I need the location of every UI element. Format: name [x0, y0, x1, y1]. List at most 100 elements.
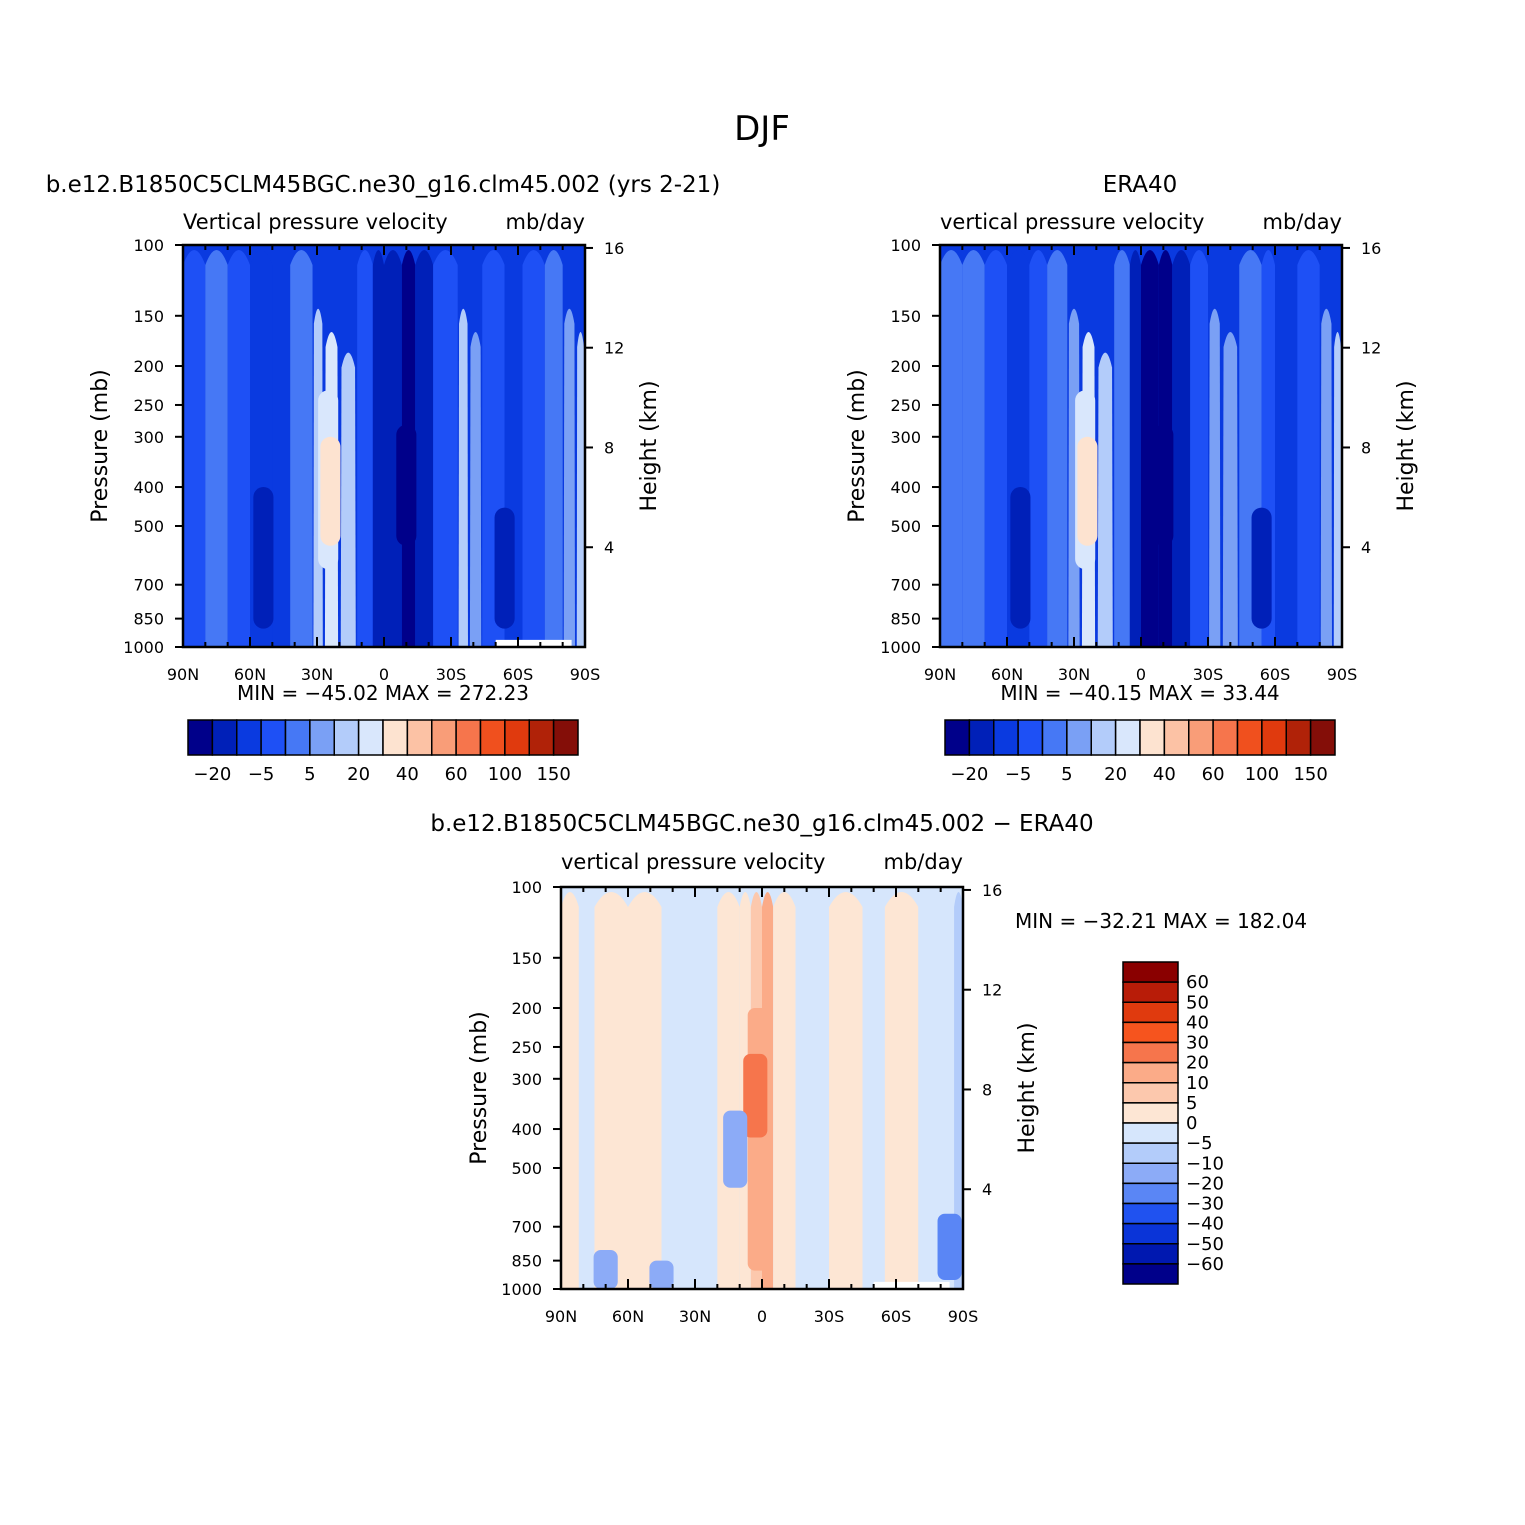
- contour-band: [1209, 308, 1221, 647]
- colorbar-swatch: [1309, 719, 1336, 756]
- missing-data-patch: [873, 1281, 950, 1289]
- colorbar-swatch: [1163, 719, 1190, 756]
- colorbar-label: −40: [1186, 1214, 1224, 1235]
- colorbar-label: −5: [1005, 764, 1032, 785]
- colorbar-swatch: [1066, 719, 1092, 756]
- contour-core: [1251, 507, 1272, 629]
- colorbar-swatch: [284, 719, 311, 756]
- y-tick-label: 1000: [123, 638, 164, 657]
- x-tick-label: 0: [1136, 665, 1146, 684]
- y-tick-label: 250: [133, 396, 164, 415]
- colorbar-swatch: [1236, 719, 1263, 756]
- y-tick-label: 700: [133, 576, 164, 595]
- contour-band: [458, 308, 468, 647]
- panel-difference: b.e12.B1850C5CLM45BGC.ne30_g16.clm45.002…: [430, 811, 1307, 1326]
- colorbar-label: 40: [396, 764, 419, 785]
- colorbar-swatch: [1122, 1001, 1179, 1024]
- contour-field: [940, 245, 1342, 647]
- figure-title: DJF: [734, 109, 790, 149]
- contour-core: [649, 1260, 674, 1289]
- x-tick-label: 90S: [570, 665, 601, 684]
- contour-field: [561, 887, 963, 1289]
- colorbar-label: −20: [1186, 1173, 1224, 1194]
- colorbar-swatch: [260, 719, 287, 756]
- contour-band: [1320, 308, 1332, 647]
- y-tick-label: 150: [133, 307, 164, 326]
- contour-band: [795, 892, 829, 1289]
- x-tick-label: 30S: [1193, 665, 1224, 684]
- y-tick-label: 400: [511, 1120, 542, 1139]
- contour-band: [340, 352, 356, 647]
- colorbar-label: 100: [1245, 764, 1279, 785]
- y-tick-label: 200: [133, 357, 164, 376]
- colorbar-label: 60: [445, 764, 468, 785]
- colorbar: −20 −5 5 20 40 60 100 150: [944, 719, 1336, 785]
- y-tick-label: 400: [890, 478, 921, 497]
- contour-band: [290, 250, 313, 647]
- colorbar-swatch: [1122, 1243, 1179, 1265]
- colorbar-label: 5: [1061, 764, 1072, 785]
- contour-core: [1153, 424, 1174, 546]
- x-tick-label: 30S: [436, 665, 467, 684]
- contour-band: [522, 250, 545, 647]
- contour-core: [937, 1213, 962, 1281]
- contour-band: [1129, 250, 1141, 647]
- colorbar-swatch: [1122, 1263, 1179, 1285]
- y-tick-label: 300: [133, 428, 164, 447]
- colorbar-swatch: [528, 719, 555, 756]
- contour-core: [494, 507, 515, 629]
- y-tick-label: 400: [133, 478, 164, 497]
- colorbar-swatch: [1122, 981, 1179, 1003]
- x-tick-label: 30N: [301, 665, 333, 684]
- y-tick-label: 100: [133, 236, 164, 255]
- y-tick-label: 100: [890, 236, 921, 255]
- y-tick-label: 200: [890, 357, 921, 376]
- colorbar-label: 10: [1186, 1073, 1209, 1094]
- colorbar-swatch: [1017, 719, 1044, 756]
- colorbar-label: −10: [1186, 1153, 1224, 1174]
- colorbar-swatch: [1122, 1222, 1179, 1245]
- y-tick-label: 250: [511, 1038, 542, 1057]
- y-right-tick-label: 8: [1361, 438, 1371, 457]
- y-tick-label: 500: [133, 517, 164, 536]
- contour-band: [773, 892, 796, 1289]
- colorbar-label: 20: [347, 764, 370, 785]
- contour-core: [320, 436, 341, 546]
- x-tick-label: 60S: [1260, 665, 1291, 684]
- contour-band: [1190, 250, 1208, 647]
- colorbar-label: 50: [1186, 992, 1209, 1013]
- y-right-tick-label: 16: [982, 881, 1002, 900]
- colorbar-label: 20: [1186, 1053, 1209, 1074]
- colorbar-swatch: [382, 719, 409, 756]
- contour-band: [1275, 250, 1298, 647]
- colorbar-swatch: [1122, 1202, 1179, 1225]
- y-right-tick-label: 4: [982, 1180, 992, 1199]
- y-right-tick-label: 4: [1361, 538, 1371, 557]
- colorbar-swatch: [1285, 719, 1312, 756]
- y-axis-right-label: Height (km): [1394, 380, 1419, 511]
- y-right-tick-label: 16: [1361, 239, 1381, 258]
- colorbar-swatch: [1122, 1021, 1179, 1044]
- colorbar-swatch: [309, 719, 335, 756]
- contour-core: [593, 1250, 618, 1289]
- colorbar-swatch: [406, 719, 433, 756]
- colorbar-swatch: [1212, 719, 1239, 756]
- panel-model: b.e12.B1850C5CLM45BGC.ne30_g16.clm45.002…: [46, 172, 721, 785]
- contour-band: [862, 892, 885, 1289]
- colorbar-swatch: [236, 719, 262, 756]
- x-tick-label: 60N: [612, 1307, 644, 1326]
- contour-band: [1333, 332, 1342, 647]
- y-tick-label: 850: [133, 610, 164, 629]
- contour-band: [1029, 250, 1048, 647]
- colorbar-label: −5: [248, 764, 275, 785]
- colorbar-label: −20: [950, 764, 988, 785]
- contour-field: [183, 245, 585, 647]
- y-axis-label: Pressure (mb): [845, 369, 870, 523]
- colorbar-swatch: [1122, 961, 1179, 983]
- colorbar-label: −50: [1186, 1234, 1224, 1255]
- colorbar-swatch: [1122, 1122, 1179, 1144]
- colorbar-swatch: [1122, 1082, 1179, 1104]
- colorbar-label: 5: [304, 764, 315, 785]
- y-right-tick-label: 8: [982, 1080, 992, 1099]
- panel-variable-label: vertical pressure velocity: [940, 210, 1204, 234]
